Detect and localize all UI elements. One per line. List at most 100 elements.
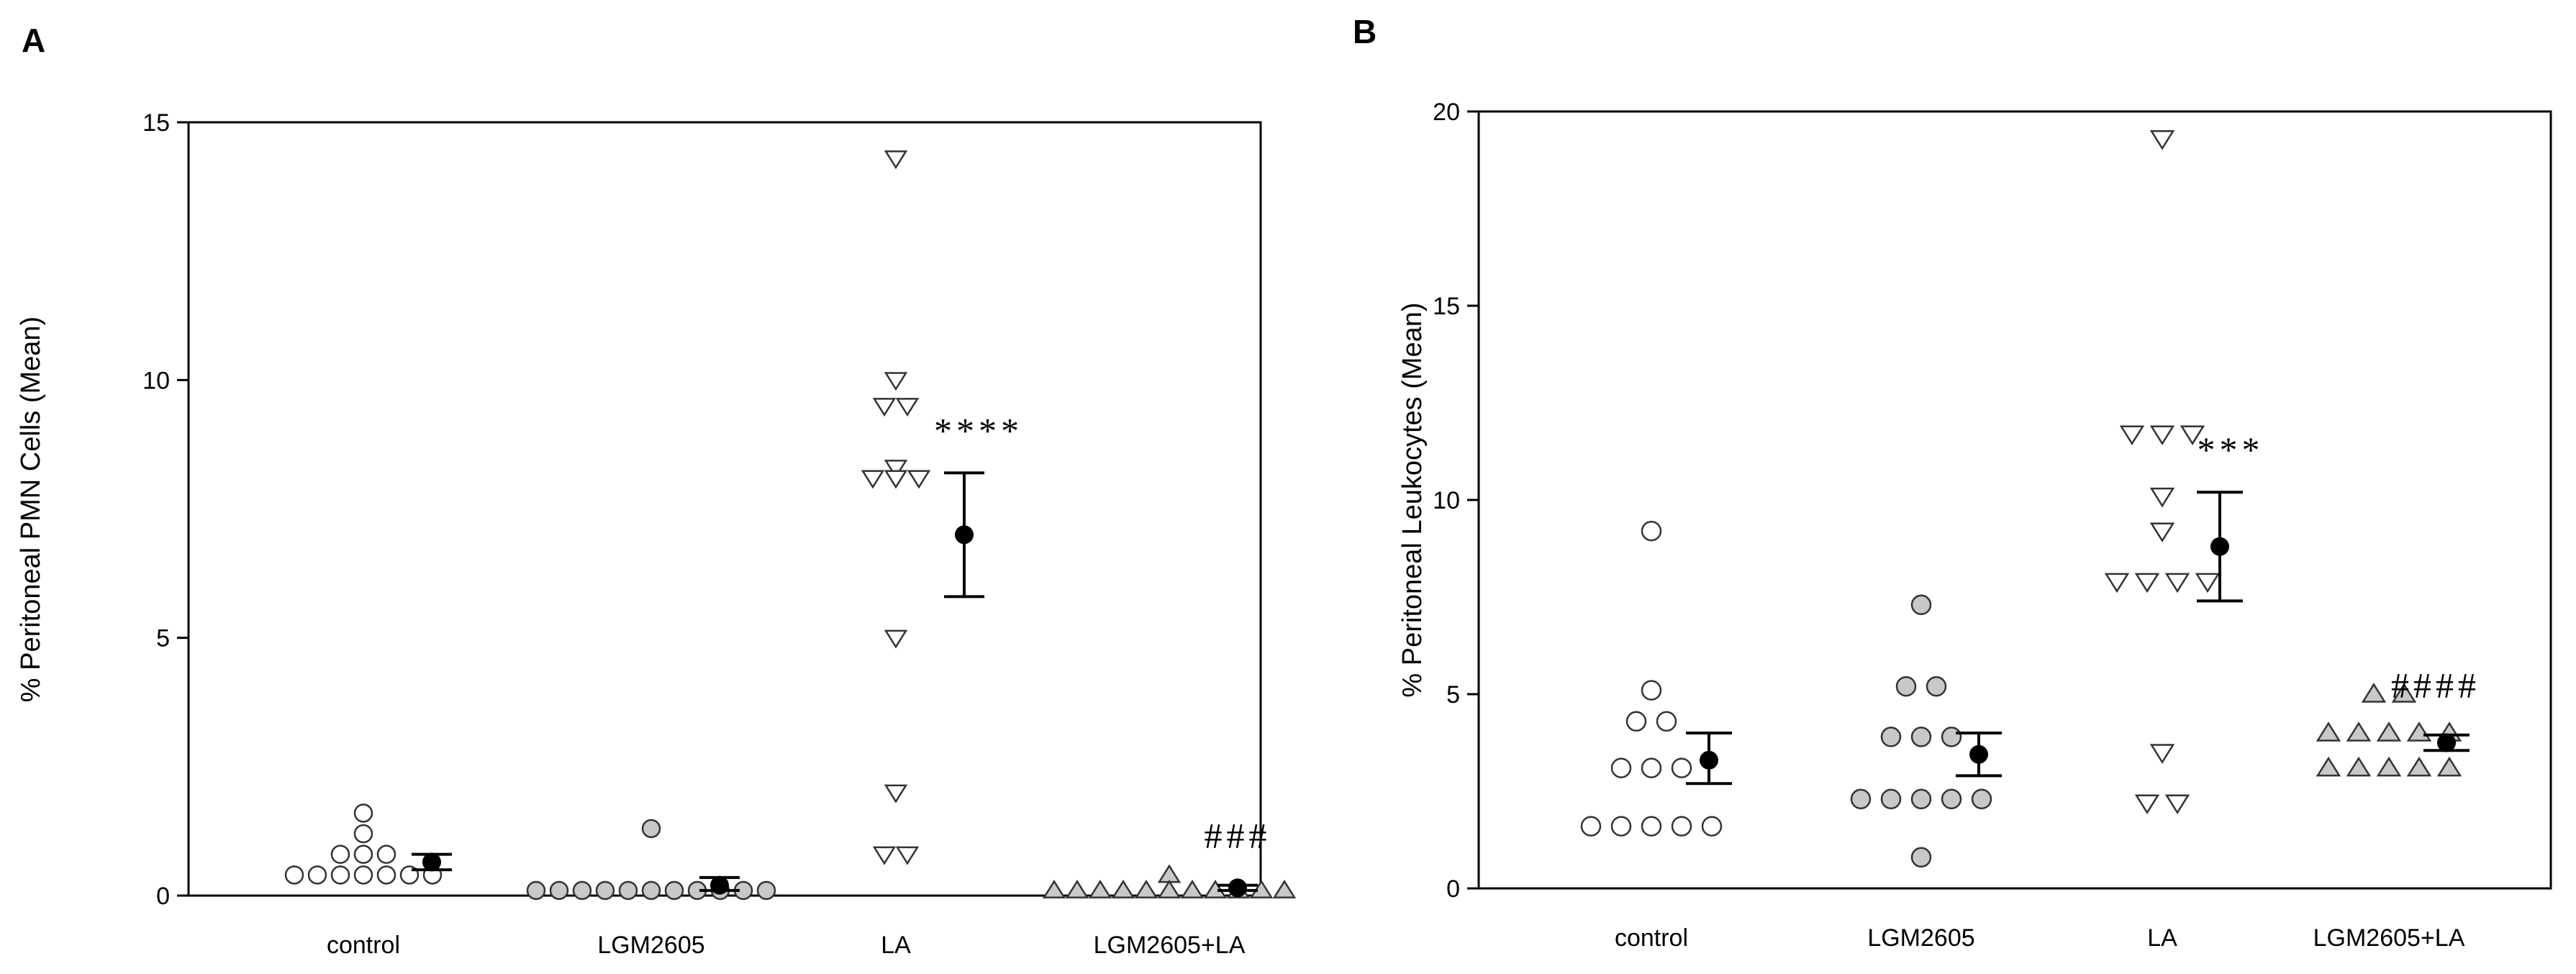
panel-b-data-point	[1580, 816, 1602, 837]
panel-b-data-point	[2180, 425, 2205, 446]
panel-b-data-point	[2119, 425, 2145, 446]
panel-a-mean-marker	[955, 525, 974, 545]
panel-a-data-point	[1088, 879, 1112, 898]
panel-a-data-point	[861, 470, 885, 489]
panel-b-data-point	[2376, 722, 2402, 742]
panel-a-data-point	[1111, 879, 1135, 898]
panel-a-data-point	[884, 629, 908, 649]
panel-a-category-label: LGM2605+LA	[1094, 932, 1246, 959]
panel-b-data-point	[2195, 573, 2221, 593]
panel-b-data-point	[1941, 727, 1962, 747]
panel-a-data-point	[330, 865, 350, 885]
panel-b-data-point	[1895, 675, 1917, 697]
panel-b-y-tick-label: 5	[1446, 681, 1460, 709]
panel-a-data-point	[884, 470, 908, 489]
panel-b-data-point	[2149, 487, 2175, 508]
panel-b: B % Peritoneal Leukocytes (Mean) 0 5 10 15 2…	[1353, 13, 2552, 952]
panel-a-data-point	[595, 880, 615, 901]
panel-a-data-point	[884, 784, 908, 804]
panel-b-data-point	[1850, 788, 1872, 810]
panel-a-data-point	[284, 865, 304, 885]
panel-a-data-point	[1272, 879, 1297, 898]
panel-b-data-point	[1625, 711, 1647, 732]
panel-b-data-point	[2346, 756, 2372, 777]
panel-a-data-point	[872, 846, 897, 865]
panel-b-significance-label: ***	[2198, 429, 2264, 470]
panel-b-y-tick-label: 20	[1433, 99, 1460, 126]
panel-b-data-point	[1641, 680, 1662, 701]
panel-a-axes: 0 5 10 15 control LGM2605 LA LGM2605+LA	[142, 109, 1246, 959]
panel-a-y-tick-label: 5	[156, 625, 170, 652]
panel-a-data-point	[872, 398, 897, 417]
panel-a-plot-frame	[187, 121, 1262, 897]
panel-b-data-point	[1910, 847, 1932, 868]
panel-a-data-point	[641, 880, 661, 901]
panel-b-data-point	[1880, 788, 1902, 810]
panel-b-data-point	[2406, 756, 2432, 777]
panel-b-data-point	[2149, 425, 2175, 446]
panel-a-category-label: LA	[881, 932, 911, 959]
panel-b-significance-label: ####	[2391, 665, 2480, 706]
panel-a-data-point	[526, 880, 546, 901]
panel-a-data-point	[907, 470, 931, 489]
panel-a-data-point	[330, 845, 350, 864]
panel-a-data-point	[895, 846, 920, 865]
panel-b-data-point	[1641, 757, 1662, 778]
panel-a-data-point	[884, 372, 908, 391]
panel-a-data-point	[756, 880, 776, 901]
panel-b-letter: B	[1353, 13, 1377, 50]
panel-a-data-point	[884, 460, 908, 479]
panel-b-axes: 0 5 10 15 20 control LGM2605 LA LGM2605+LA	[1433, 99, 2465, 952]
panel-a-data-point	[353, 824, 373, 844]
panel-b-data-point	[2406, 722, 2432, 742]
panel-a-data-point	[1065, 879, 1089, 898]
panel-b-data-point	[1910, 788, 1932, 810]
panel-b-y-tick-label: 0	[1446, 875, 1460, 903]
panel-b-data-point	[1910, 727, 1932, 747]
panel-a-y-tick-label: 15	[142, 109, 170, 137]
panel-b-data-point	[1671, 757, 1692, 778]
panel-b-y-tick-label: 10	[1433, 487, 1460, 514]
panel-b-data-point	[1610, 816, 1632, 837]
panel-a-mean-marker	[710, 875, 729, 895]
panel-b-category-label: control	[1615, 924, 1688, 952]
panel-b-data-point	[1641, 520, 1662, 542]
panel-b-data-point	[2391, 683, 2417, 703]
panel-a-category-label: LGM2605	[597, 932, 704, 959]
panel-b-data-point	[1641, 816, 1662, 837]
panel-a-significance-label: ###	[1205, 816, 1271, 856]
panel-b-data-point	[1941, 788, 1962, 810]
panel-b-data-point	[1671, 816, 1692, 837]
panel-b-data-point	[1971, 788, 1992, 810]
panel-a-y-axis-title: % Peritoneal PMN Cells (Mean)	[16, 317, 46, 702]
panel-b-data-point	[2316, 722, 2341, 742]
panel-b-mean-marker	[2210, 537, 2229, 556]
panel-b-data-point	[1910, 594, 1932, 616]
panel-b-data-point	[2104, 573, 2130, 593]
panel-a-data-point	[353, 845, 373, 864]
panel-b-data-point	[2376, 756, 2402, 777]
panel-a-data-point	[549, 880, 569, 901]
panel-b-data-point	[1880, 727, 1902, 747]
panel-a-data-point	[307, 865, 327, 885]
panel-b-mean-marker	[2437, 733, 2456, 752]
panel-b-category-label: LGM2605	[1867, 924, 1974, 952]
panel-a-data-point	[376, 845, 396, 864]
panel-b-data-point	[2149, 522, 2175, 543]
panel-a-mean-marker	[1228, 878, 1247, 898]
panel-b-data-point	[2149, 130, 2175, 150]
panel-a-data-point	[376, 865, 396, 885]
panel-b-data-point	[1701, 816, 1723, 837]
panel-a-data-point	[641, 819, 661, 839]
panel-a-data-point	[1157, 879, 1182, 898]
panel-a-category-label: control	[327, 932, 400, 959]
panel-b-data-point	[2164, 794, 2190, 815]
panel-a-data-point	[618, 880, 638, 901]
panel-a: A % Peritoneal PMN Cells (Mean) 0 5 10 15 co…	[16, 22, 1297, 959]
panel-b-mean-marker	[1969, 745, 1988, 764]
panel-a-y-tick-label: 0	[156, 883, 170, 910]
panel-a-mean-marker	[422, 852, 441, 872]
panel-b-data-point	[1656, 711, 1677, 732]
panel-a-letter: A	[22, 22, 45, 59]
